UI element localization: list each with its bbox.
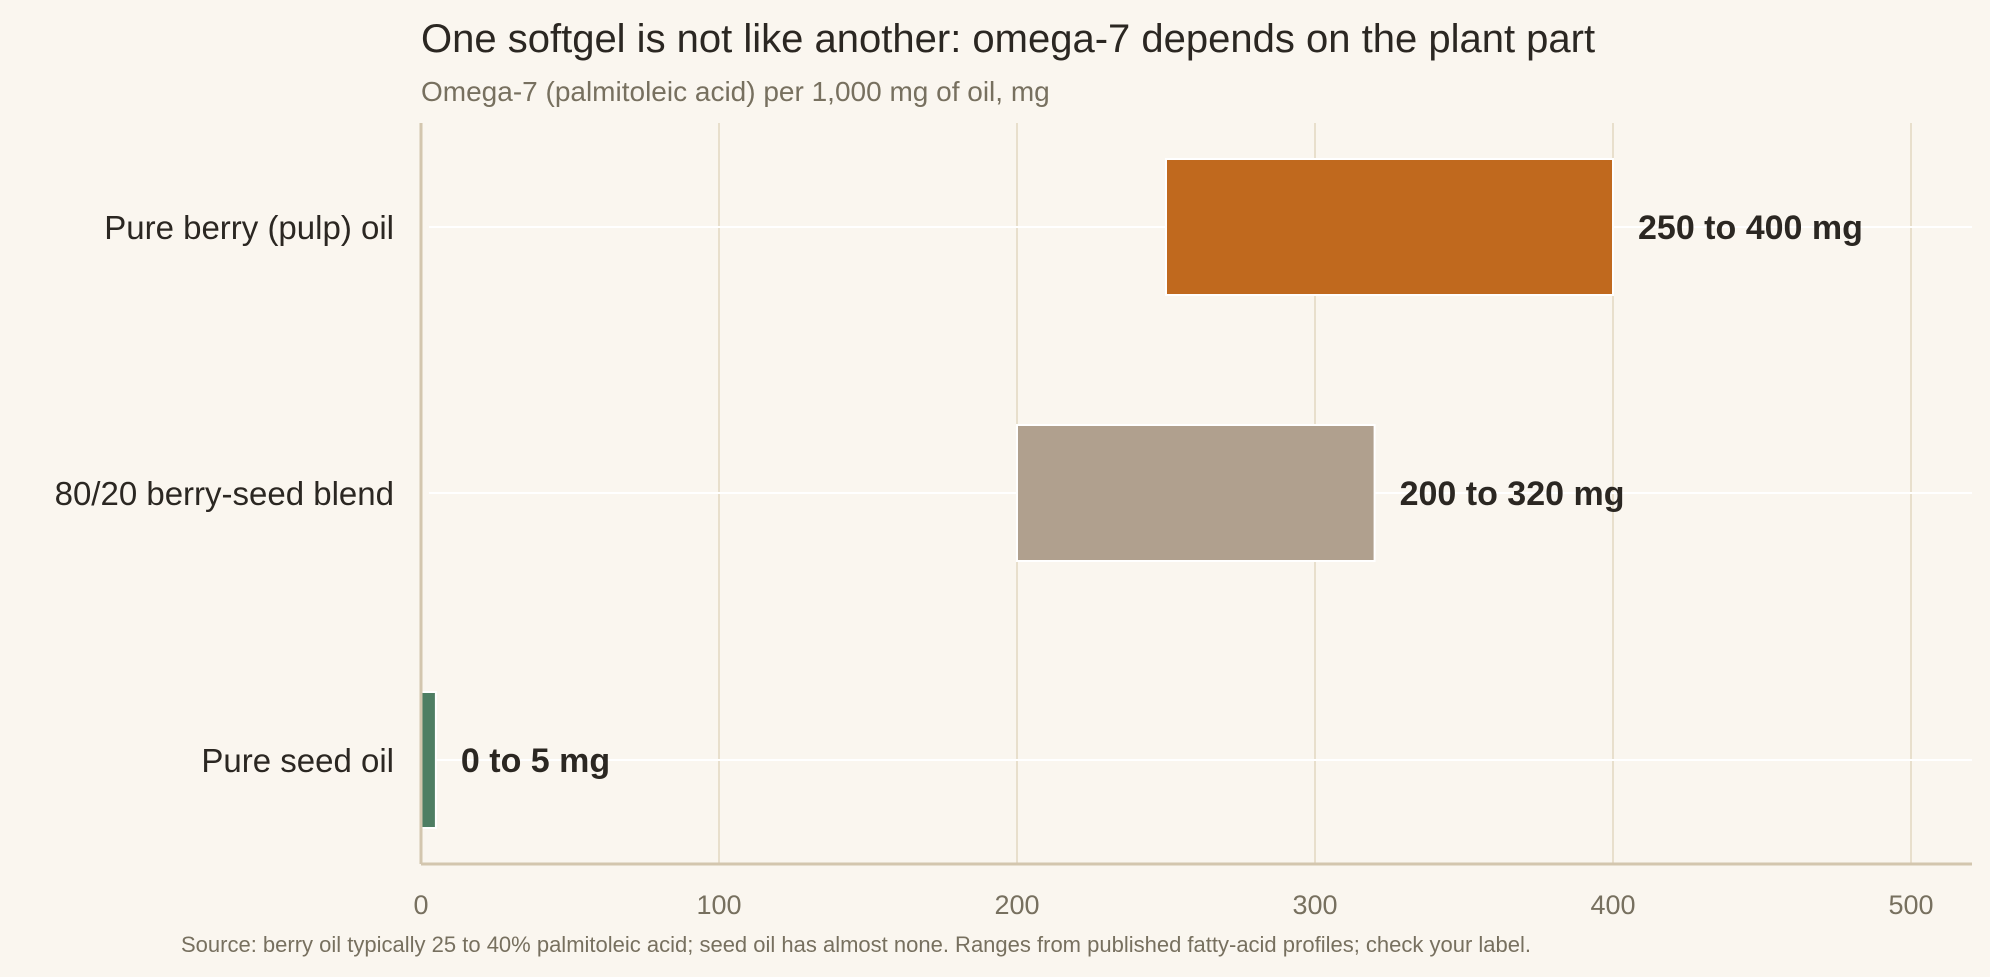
x-tick-label: 300 <box>1292 890 1337 920</box>
value-label: 200 to 320 mg <box>1400 475 1625 513</box>
x-tick-label: 100 <box>696 890 741 920</box>
x-tick-label: 500 <box>1888 890 1933 920</box>
x-tick-label: 400 <box>1590 890 1635 920</box>
value-label: 0 to 5 mg <box>461 742 610 780</box>
chart-title: One softgel is not like another: omega-7… <box>421 17 1595 61</box>
source-note: Source: berry oil typically 25 to 40% pa… <box>181 932 1531 957</box>
axes <box>419 123 1972 866</box>
range-bar <box>1016 424 1376 562</box>
category-label: Pure seed oil <box>201 742 394 779</box>
chart-subtitle: Omega-7 (palmitoleic acid) per 1,000 mg … <box>421 76 1050 107</box>
x-tick-label: 200 <box>994 890 1039 920</box>
range-bar <box>420 691 437 829</box>
range-bar <box>1165 158 1614 296</box>
x-tick-labels: 0 100 200 300 400 500 <box>413 890 1933 920</box>
category-label: 80/20 berry-seed blend <box>55 475 394 512</box>
x-tick-label: 0 <box>413 890 428 920</box>
value-label: 250 to 400 mg <box>1638 209 1863 247</box>
category-labels: Pure berry (pulp) oil 80/20 berry-seed bl… <box>55 209 394 779</box>
range-bars <box>420 158 1614 829</box>
category-label: Pure berry (pulp) oil <box>104 209 394 246</box>
value-labels: 250 to 400 mg 200 to 320 mg 0 to 5 mg <box>461 209 1863 780</box>
